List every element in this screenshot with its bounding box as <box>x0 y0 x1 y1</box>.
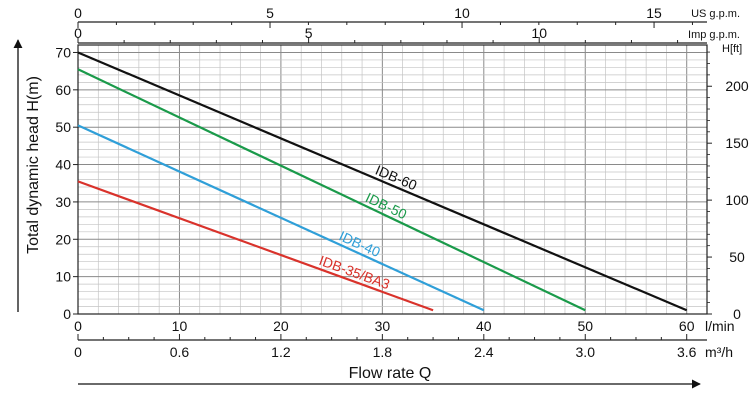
y-tick-label: 70 <box>55 44 71 60</box>
series-line <box>77 68 586 312</box>
series-lines <box>77 51 688 312</box>
unit-impgpm: Imp g.p.m. <box>688 29 740 41</box>
m3h-tick-label: 2.4 <box>474 344 494 360</box>
usgpm-tick-label: 0 <box>74 5 82 21</box>
m3h-tick-label: 1.2 <box>271 344 291 360</box>
grid <box>78 45 707 314</box>
impgpm-tick-label: 10 <box>531 25 547 41</box>
m3h-tick-label: 0 <box>74 344 82 360</box>
ft-tick-label: 150 <box>725 135 749 151</box>
y-tick-label: 40 <box>55 157 71 173</box>
lmin-tick-label: 60 <box>679 318 695 334</box>
unit-usgpm: US g.p.m. <box>691 8 740 20</box>
m3h-tick-label: 3.0 <box>576 344 596 360</box>
y-tick-label: 0 <box>63 306 71 322</box>
series-line <box>77 180 434 312</box>
usgpm-tick-label: 15 <box>646 5 662 21</box>
ft-tick-label: 100 <box>725 192 749 208</box>
y-axis-title: Total dynamic head H(m) <box>25 76 42 254</box>
lmin-tick-label: 0 <box>74 318 82 334</box>
impgpm-tick-label: 0 <box>74 25 82 41</box>
x-axis-title: Flow rate Q <box>349 365 432 382</box>
usgpm-tick-label: 5 <box>266 5 274 21</box>
lmin-tick-label: 20 <box>273 318 289 334</box>
series-line <box>77 51 688 312</box>
series-line <box>77 124 485 312</box>
y-tick-label: 10 <box>55 269 71 285</box>
lmin-tick-label: 40 <box>476 318 492 334</box>
lmin-tick-label: 30 <box>375 318 391 334</box>
ft-tick-label: 200 <box>725 78 749 94</box>
unit-ft: H[ft] <box>722 43 742 55</box>
ft-tick-label: 50 <box>729 249 745 265</box>
unit-m3h: m³/h <box>705 344 733 360</box>
plot-frame <box>77 44 708 315</box>
m3h-tick-label: 1.8 <box>373 344 393 360</box>
y-tick-label: 20 <box>55 231 71 247</box>
y-tick-label: 50 <box>55 119 71 135</box>
y-tick-label: 60 <box>55 82 71 98</box>
lmin-tick-label: 10 <box>172 318 188 334</box>
impgpm-tick-label: 5 <box>305 25 313 41</box>
usgpm-tick-label: 10 <box>454 5 470 21</box>
y-tick-label: 30 <box>55 194 71 210</box>
lmin-tick-label: 50 <box>577 318 593 334</box>
ft-tick-label: 0 <box>733 306 741 322</box>
unit-lmin: l/min <box>705 318 735 334</box>
m3h-tick-label: 0.6 <box>170 344 190 360</box>
m3h-tick-label: 3.6 <box>677 344 697 360</box>
